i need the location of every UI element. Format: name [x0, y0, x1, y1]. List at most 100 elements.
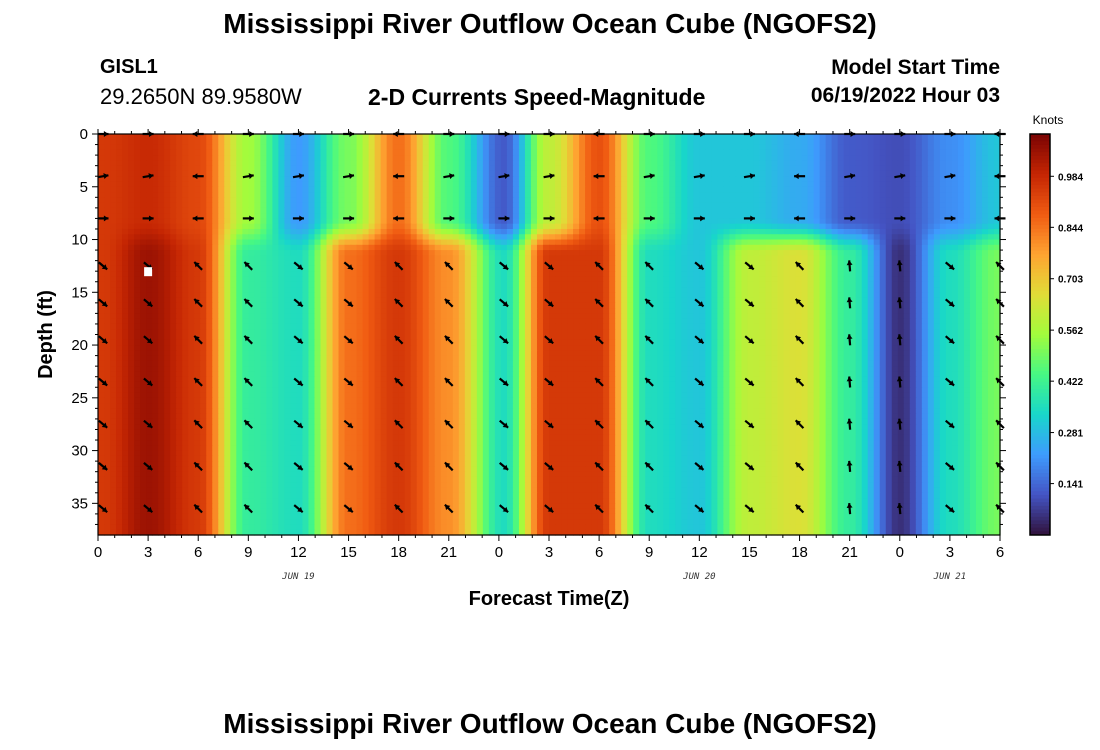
heatmap-cell — [290, 308, 298, 314]
heatmap-cell — [861, 155, 869, 161]
heatmap-cell — [194, 281, 201, 288]
heatmap-cell — [711, 281, 718, 288]
heatmap-cell — [603, 218, 610, 225]
heatmap-cell — [933, 292, 941, 299]
heatmap-cell — [500, 202, 508, 209]
heatmap-cell — [158, 302, 165, 309]
heatmap-cell — [573, 155, 580, 161]
heatmap-cell — [416, 207, 424, 214]
heatmap-cell — [398, 297, 406, 304]
heatmap-cell — [476, 197, 484, 204]
heatmap-cell — [849, 186, 857, 193]
heatmap-cell — [224, 155, 231, 161]
heatmap-cell — [723, 207, 730, 214]
heatmap-cell — [344, 186, 352, 193]
heatmap-cell — [891, 271, 899, 278]
heatmap-cell — [356, 287, 364, 293]
heatmap-cell — [218, 308, 225, 314]
heatmap-cell — [536, 234, 544, 241]
heatmap-cell — [134, 302, 141, 309]
heatmap-cell — [512, 239, 520, 246]
heatmap-cell — [464, 134, 472, 140]
heatmap-cell — [903, 155, 911, 161]
heatmap-cell — [927, 144, 935, 151]
heatmap-cell — [248, 308, 255, 314]
heatmap-cell — [440, 244, 448, 251]
heatmap-cell — [957, 271, 965, 278]
heatmap-cell — [729, 292, 737, 299]
heatmap-cell — [969, 292, 977, 299]
heatmap-cell — [386, 213, 394, 220]
heatmap-cell — [524, 144, 532, 151]
heatmap-cell — [446, 186, 454, 193]
heatmap-cell — [500, 192, 508, 198]
heatmap-cell — [260, 139, 267, 146]
heatmap-cell — [542, 149, 550, 156]
heatmap-cell — [717, 176, 724, 183]
heatmap-cell — [344, 250, 352, 256]
heatmap-cell — [639, 155, 646, 161]
heatmap-cell — [657, 176, 664, 183]
heatmap-cell — [326, 155, 334, 161]
heatmap-cell — [555, 170, 562, 177]
heatmap-cell — [350, 134, 358, 140]
heatmap-cell — [458, 197, 466, 204]
heatmap-cell — [957, 234, 965, 241]
heatmap-cell — [603, 202, 610, 209]
heatmap-cell — [741, 197, 749, 204]
heatmap-cell — [374, 170, 382, 177]
heatmap-cell — [164, 223, 171, 230]
heatmap-cell — [134, 308, 141, 314]
heatmap-cell — [849, 255, 857, 262]
heatmap-cell — [579, 234, 586, 241]
heatmap-cell — [555, 234, 562, 241]
heatmap-cell — [470, 192, 478, 198]
heatmap-cell — [242, 134, 249, 140]
heatmap-cell — [446, 207, 454, 214]
heatmap-cell — [873, 160, 881, 167]
heatmap-cell — [609, 213, 616, 220]
heatmap-cell — [398, 239, 406, 246]
heatmap-cell — [272, 176, 279, 183]
heatmap-cell — [356, 250, 364, 256]
heatmap-cell — [717, 244, 724, 251]
heatmap-cell — [735, 149, 743, 156]
heatmap-cell — [446, 139, 454, 146]
heatmap-cell — [567, 160, 574, 167]
heatmap-cell — [963, 160, 971, 167]
heatmap-cell — [915, 149, 923, 156]
heatmap-cell — [801, 234, 809, 241]
heatmap-cell — [350, 276, 358, 283]
heatmap-cell — [338, 297, 346, 304]
heatmap-cell — [885, 139, 893, 146]
heatmap-cell — [681, 170, 688, 177]
heatmap-cell — [212, 160, 219, 167]
heatmap-cell — [789, 297, 797, 304]
heatmap-cell — [518, 260, 526, 267]
heatmap-cell — [356, 244, 364, 251]
heatmap-cell — [290, 287, 298, 293]
heatmap-cell — [530, 160, 538, 167]
heatmap-cell — [573, 176, 580, 183]
heatmap-cell — [789, 160, 797, 167]
heatmap-cell — [957, 176, 965, 183]
heatmap-cell — [308, 260, 316, 267]
heatmap-cell — [440, 170, 448, 177]
heatmap-cell — [873, 260, 881, 267]
heatmap-cell — [735, 223, 743, 230]
heatmap-cell — [242, 292, 249, 299]
heatmap-cell — [681, 271, 688, 278]
heatmap-cell — [386, 265, 394, 272]
heatmap-cell — [705, 260, 712, 267]
heatmap-cell — [723, 144, 730, 151]
heatmap-cell — [452, 213, 460, 220]
heatmap-cell — [807, 207, 815, 214]
heatmap-cell — [657, 234, 664, 241]
heatmap-cell — [344, 281, 352, 288]
heatmap-cell — [939, 281, 947, 288]
heatmap-cell — [206, 223, 213, 230]
heatmap-cell — [795, 265, 803, 272]
heatmap-cell — [585, 228, 592, 235]
heatmap-cell — [711, 197, 718, 204]
heatmap-cell — [885, 292, 893, 299]
